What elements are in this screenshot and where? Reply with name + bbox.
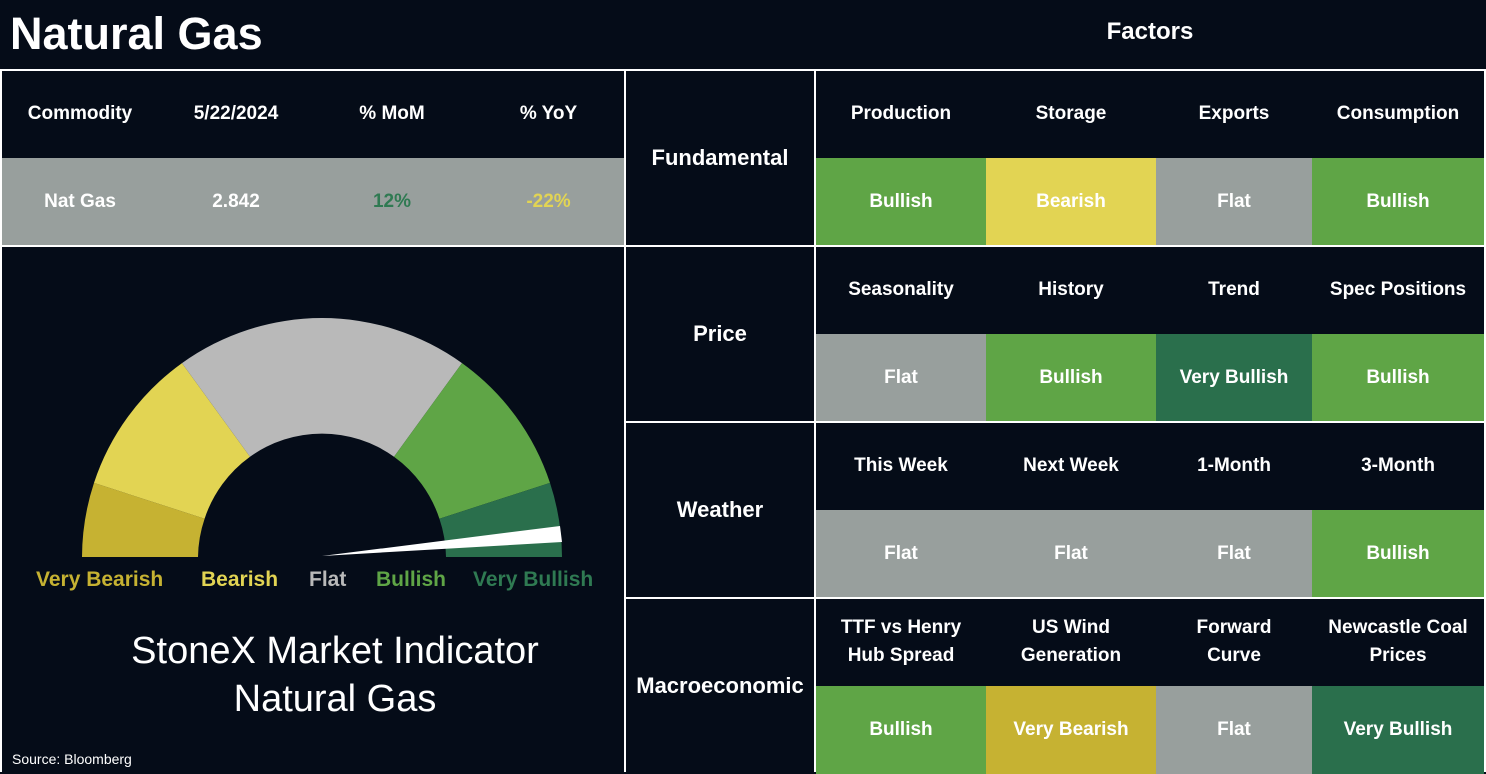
indicator-caption-line2: Natural Gas xyxy=(233,678,437,720)
divider xyxy=(625,597,1486,599)
legend-flat: Flat xyxy=(309,568,347,591)
divider xyxy=(625,421,1486,423)
factor-label: Consumption xyxy=(1336,103,1460,125)
factor-label: Storage xyxy=(1035,103,1107,125)
factor-label: Trend xyxy=(1208,279,1260,301)
gauge-needle xyxy=(322,526,562,556)
gauge-segment-bullish xyxy=(394,363,550,519)
factor-signal: Flat xyxy=(1156,158,1312,246)
commodity-yoy: -22% xyxy=(526,191,571,213)
factor-signal: Flat xyxy=(1156,686,1312,774)
indicator-caption-line1: StoneX Market Indicator xyxy=(131,630,539,672)
factor-group-macroeconomic: Macroeconomic xyxy=(636,673,804,699)
factor-signal: Very Bullish xyxy=(1312,686,1484,774)
factor-group-weather: Weather xyxy=(676,497,764,523)
factor-label: Spec Positions xyxy=(1329,279,1467,301)
commodity-name: Nat Gas xyxy=(44,191,116,213)
gauge-segment-bearish xyxy=(94,363,250,519)
factor-signal: Bullish xyxy=(816,686,986,774)
market-gauge xyxy=(82,318,562,557)
factor-label: This Week xyxy=(854,455,948,477)
factor-label: Forward Curve xyxy=(1196,617,1272,666)
divider xyxy=(624,69,626,772)
factor-label: Exports xyxy=(1198,103,1270,125)
divider xyxy=(0,69,1486,71)
factor-label: Next Week xyxy=(1023,455,1119,477)
factor-signal: Bullish xyxy=(986,334,1156,422)
factor-signal: Very Bullish xyxy=(1156,334,1312,422)
commodity-price: 2.842 xyxy=(212,191,260,213)
commodity-row: Nat Gas 2.842 12% -22% xyxy=(0,158,625,246)
factor-signal: Bullish xyxy=(1312,510,1484,598)
factor-label: 3-Month xyxy=(1361,455,1435,477)
header-commodity: Commodity xyxy=(27,103,133,125)
commodity-mom: 12% xyxy=(372,191,412,213)
divider xyxy=(0,245,1486,247)
gauge-segment-flat xyxy=(182,318,462,457)
factor-label: Seasonality xyxy=(848,279,954,301)
factor-label: Production xyxy=(850,103,952,125)
page-title: Natural Gas xyxy=(10,8,263,59)
factor-label: History xyxy=(1038,279,1104,301)
legend-bullish: Bullish xyxy=(376,568,447,591)
legend-very-bearish: Very Bearish xyxy=(36,568,164,591)
factor-group-price: Price xyxy=(693,321,747,347)
divider xyxy=(1484,69,1486,772)
factor-group-fundamental: Fundamental xyxy=(651,145,789,171)
gauge-segment-very-bearish xyxy=(82,482,205,557)
source-note: Source: Bloomberg xyxy=(12,751,132,767)
factor-signal: Flat xyxy=(986,510,1156,598)
factor-signal: Very Bearish xyxy=(986,686,1156,774)
factor-signal: Bullish xyxy=(1312,334,1484,422)
factor-label: Newcastle Coal Prices xyxy=(1328,617,1468,666)
legend-bearish: Bearish xyxy=(201,568,279,591)
header-yoy: % YoY xyxy=(519,103,578,125)
factor-label: 1-Month xyxy=(1197,455,1271,477)
divider xyxy=(814,69,816,772)
factors-title: Factors xyxy=(1106,18,1194,45)
factor-signal: Flat xyxy=(816,510,986,598)
factor-signal: Bullish xyxy=(816,158,986,246)
factor-signal: Flat xyxy=(816,334,986,422)
factor-label: US Wind Generation xyxy=(1020,617,1122,666)
legend-very-bullish: Very Bullish xyxy=(473,568,594,591)
header-date: 5/22/2024 xyxy=(193,103,279,125)
divider xyxy=(0,69,2,772)
factor-label: TTF vs Henry Hub Spread xyxy=(840,617,962,666)
factor-signal: Bullish xyxy=(1312,158,1484,246)
commodity-table: Commodity 5/22/2024 % MoM % YoY Nat Gas … xyxy=(0,70,625,246)
factor-signal: Bearish xyxy=(986,158,1156,246)
header-mom: % MoM xyxy=(359,103,425,125)
factor-signal: Flat xyxy=(1156,510,1312,598)
